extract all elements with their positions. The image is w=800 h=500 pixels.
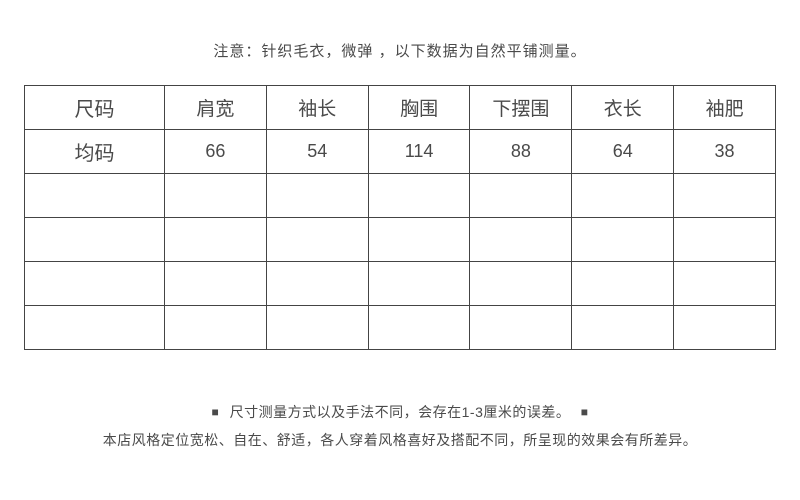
table-row	[25, 262, 776, 306]
cell	[368, 218, 470, 262]
cell: 38	[674, 130, 776, 174]
cell	[25, 174, 165, 218]
cell	[674, 262, 776, 306]
table-row	[25, 174, 776, 218]
cell: 64	[572, 130, 674, 174]
cell	[470, 174, 572, 218]
col-hem: 下摆围	[470, 86, 572, 130]
cell	[572, 262, 674, 306]
cell: 88	[470, 130, 572, 174]
cell	[572, 218, 674, 262]
footer-line-2: 本店风格定位宽松、自在、舒适，各人穿着风格喜好及搭配不同，所呈现的效果会有所差异…	[103, 426, 698, 454]
size-table: 尺码 肩宽 袖长 胸围 下摆围 衣长 袖肥 均码 66 54 114 88 64…	[24, 85, 776, 350]
col-length: 衣长	[572, 86, 674, 130]
table-row	[25, 306, 776, 350]
cell: 114	[368, 130, 470, 174]
cell	[266, 306, 368, 350]
footer-text-1: 尺寸测量方式以及手法不同，会存在1-3厘米的误差。	[230, 404, 571, 420]
note-text: 注意：针织毛衣，微弹 ，以下数据为自然平铺测量。	[213, 40, 586, 61]
cell	[470, 306, 572, 350]
cell: 66	[165, 130, 267, 174]
cell	[266, 218, 368, 262]
cell	[25, 262, 165, 306]
col-bust: 胸围	[368, 86, 470, 130]
cell: 均码	[25, 130, 165, 174]
col-sleevewidth: 袖肥	[674, 86, 776, 130]
table-header-row: 尺码 肩宽 袖长 胸围 下摆围 衣长 袖肥	[25, 86, 776, 130]
cell	[470, 262, 572, 306]
cell: 54	[266, 130, 368, 174]
cell	[470, 218, 572, 262]
col-size: 尺码	[25, 86, 165, 130]
footer-notes: ■ 尺寸测量方式以及手法不同，会存在1-3厘米的误差。 ■ 本店风格定位宽松、自…	[103, 398, 698, 454]
cell	[572, 174, 674, 218]
cell	[572, 306, 674, 350]
square-icon: ■	[211, 400, 219, 424]
cell	[674, 174, 776, 218]
square-icon: ■	[581, 400, 589, 424]
footer-line-1: ■ 尺寸测量方式以及手法不同，会存在1-3厘米的误差。 ■	[103, 398, 698, 426]
cell	[674, 218, 776, 262]
col-shoulder: 肩宽	[165, 86, 267, 130]
cell	[368, 306, 470, 350]
cell	[674, 306, 776, 350]
cell	[165, 218, 267, 262]
col-sleeve: 袖长	[266, 86, 368, 130]
cell	[266, 262, 368, 306]
cell	[165, 262, 267, 306]
table-row: 均码 66 54 114 88 64 38	[25, 130, 776, 174]
cell	[368, 262, 470, 306]
cell	[165, 174, 267, 218]
cell	[266, 174, 368, 218]
cell	[25, 306, 165, 350]
cell	[25, 218, 165, 262]
cell	[368, 174, 470, 218]
table-row	[25, 218, 776, 262]
cell	[165, 306, 267, 350]
